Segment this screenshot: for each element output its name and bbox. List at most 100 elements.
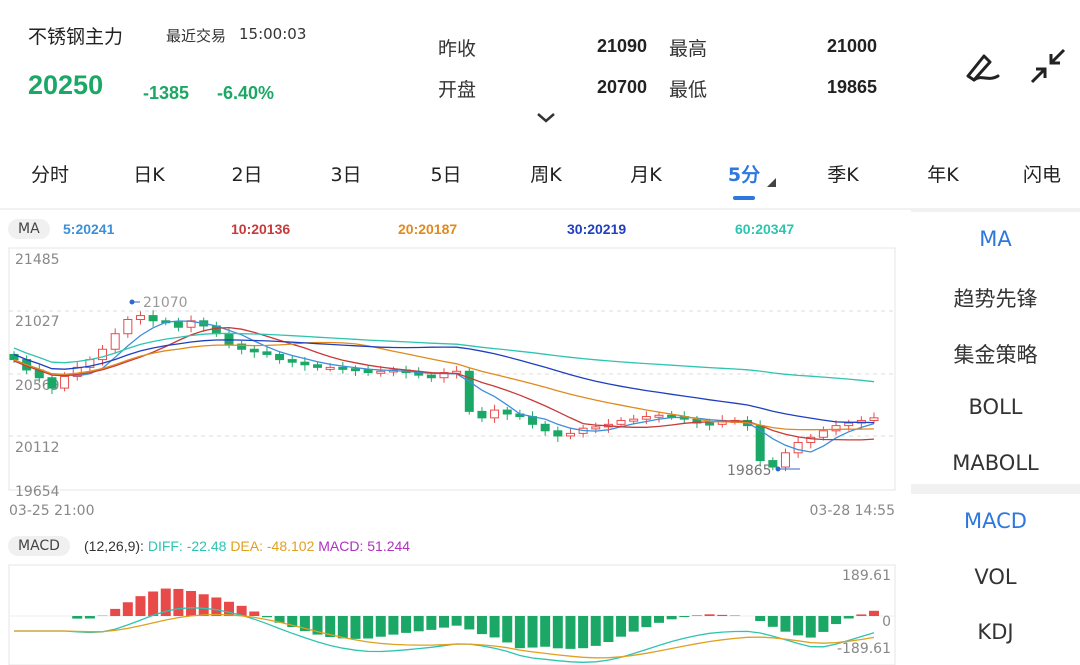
macd-bar	[388, 616, 399, 635]
candle-body	[490, 409, 500, 419]
macd-bar	[299, 616, 310, 632]
macd-tag[interactable]: MACD	[8, 536, 70, 556]
macd-bar	[426, 616, 437, 630]
price-tick-5: 19654	[15, 484, 60, 500]
macd-bar	[211, 597, 222, 616]
macd-bar	[274, 616, 285, 623]
macd-bar	[780, 616, 791, 632]
candle-body	[224, 333, 234, 345]
candle-body	[553, 430, 563, 437]
macd-axis-zero: 0	[882, 614, 891, 630]
indicator-trend-pioneer[interactable]: 趋势先锋	[953, 287, 1038, 311]
macd-lines	[14, 607, 875, 663]
price-tick-1: 21485	[15, 252, 60, 268]
tab-quarter-k[interactable]: 季K	[827, 164, 859, 186]
dea-line	[14, 613, 875, 659]
candle-body	[350, 368, 360, 372]
macd-histogram	[72, 588, 879, 649]
indicator-fund-strategy[interactable]: 集金策略	[953, 343, 1038, 367]
macd-bar	[590, 616, 601, 646]
indicator-boll[interactable]: BOLL	[968, 395, 1023, 419]
macd-bar	[375, 616, 386, 637]
ma30-value: 30:20219	[567, 221, 627, 237]
macd-bar	[856, 614, 867, 616]
trade-status: 最近交易	[166, 27, 227, 45]
tab-5min[interactable]: 5分	[727, 164, 761, 186]
prev-close-value: 21090	[596, 36, 647, 56]
macd-bar	[451, 616, 462, 626]
ma10-value: 10:20136	[231, 221, 291, 237]
macd-bar	[464, 616, 475, 630]
indicator-macd[interactable]: MACD	[964, 509, 1027, 533]
indicator-maboll[interactable]: MABOLL	[952, 451, 1039, 475]
period-dropdown-icon[interactable]	[767, 178, 776, 187]
macd-macd: MACD: 51.244	[318, 538, 411, 554]
macd-bar	[249, 611, 260, 616]
macd-bar	[160, 588, 171, 616]
macd-bar	[666, 616, 677, 620]
macd-bar	[363, 616, 374, 639]
candle-body	[818, 430, 828, 438]
candle-body	[376, 370, 386, 374]
macd-bar	[654, 616, 664, 623]
macd-bar	[767, 616, 778, 627]
macd-bar	[135, 596, 146, 616]
sub-indicator-box	[911, 494, 1080, 665]
divider	[0, 208, 1080, 210]
candle-body	[110, 333, 120, 350]
macd-bar	[628, 616, 639, 632]
macd-bar	[616, 616, 627, 637]
candle-body	[793, 441, 803, 454]
candle-body	[780, 452, 790, 468]
candle-body	[616, 419, 626, 425]
tab-fenshi[interactable]: 分时	[30, 164, 70, 186]
macd-bar	[236, 605, 247, 616]
candle-body	[313, 364, 323, 368]
tab-year-k[interactable]: 年K	[927, 164, 959, 186]
macd-bar	[401, 616, 412, 633]
macd-bar	[603, 616, 614, 642]
macd-bar	[489, 616, 500, 638]
draw-pen-icon[interactable]	[962, 46, 1002, 86]
trade-time: 15:00:03	[239, 25, 307, 43]
candle-body	[426, 374, 436, 379]
tab-week-k[interactable]: 周K	[530, 164, 562, 186]
candle-body	[123, 318, 133, 335]
indicator-kdj[interactable]: KDJ	[977, 620, 1014, 644]
candle-body	[237, 343, 247, 350]
indicator-ma[interactable]: MA	[979, 227, 1012, 251]
candle-body	[275, 353, 285, 361]
ma5-value: 5:20241	[63, 221, 115, 237]
candle-body	[768, 460, 778, 468]
candle-body	[591, 426, 601, 430]
candle-body	[135, 315, 145, 320]
macd-bar	[565, 616, 576, 649]
candle-body	[287, 359, 297, 363]
tab-month-k[interactable]: 月K	[630, 164, 662, 186]
macd-bar	[755, 616, 766, 621]
macd-bar	[717, 614, 728, 616]
time-start: 03-25 21:00	[9, 503, 94, 519]
candle-body	[565, 432, 575, 437]
ma-lines	[13, 320, 875, 453]
tab-5day[interactable]: 5日	[430, 164, 462, 186]
macd-bar	[514, 616, 525, 649]
chevron-down-icon[interactable]	[536, 112, 556, 124]
tab-lightning[interactable]: 闪电	[1022, 164, 1062, 186]
candle-body	[249, 348, 259, 353]
collapse-icon[interactable]	[1028, 46, 1068, 86]
high-label: 最高	[669, 38, 708, 60]
kline-chart[interactable]: 21485 21027 20569 20112 19654 03-25 21:0…	[0, 210, 908, 665]
indicator-vol[interactable]: VOL	[974, 565, 1017, 589]
tab-day-k[interactable]: 日K	[133, 164, 165, 186]
macd-diff: DIFF: -22.48	[147, 538, 227, 554]
tab-2day[interactable]: 2日	[231, 164, 263, 186]
macd-dea: DEA: -48.102	[230, 538, 315, 554]
macd-bar	[679, 616, 690, 618]
candle-body	[477, 410, 487, 419]
tab-3day[interactable]: 3日	[330, 164, 362, 186]
main-indicator-box	[911, 212, 1080, 484]
macd-axis-top: 189.61	[842, 568, 891, 584]
candle-body	[464, 370, 474, 412]
ma-tag[interactable]: MA	[8, 219, 50, 239]
